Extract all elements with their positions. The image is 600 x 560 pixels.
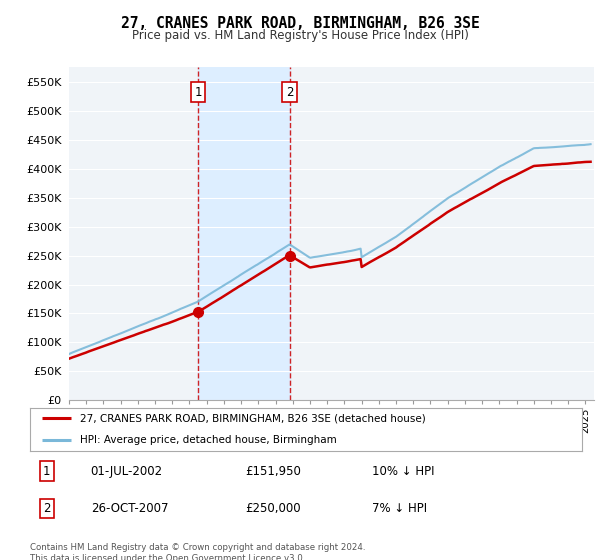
Text: 2: 2 [286, 86, 293, 99]
Text: £151,950: £151,950 [245, 465, 301, 478]
Text: 1: 1 [194, 86, 202, 99]
Text: 2: 2 [43, 502, 50, 515]
Text: 10% ↓ HPI: 10% ↓ HPI [372, 465, 435, 478]
Text: HPI: Average price, detached house, Birmingham: HPI: Average price, detached house, Birm… [80, 435, 337, 445]
Text: 7% ↓ HPI: 7% ↓ HPI [372, 502, 427, 515]
Text: Price paid vs. HM Land Registry's House Price Index (HPI): Price paid vs. HM Land Registry's House … [131, 29, 469, 42]
Text: Contains HM Land Registry data © Crown copyright and database right 2024.
This d: Contains HM Land Registry data © Crown c… [30, 543, 365, 560]
Text: 1: 1 [43, 465, 50, 478]
Text: 01-JUL-2002: 01-JUL-2002 [91, 465, 163, 478]
Text: 26-OCT-2007: 26-OCT-2007 [91, 502, 168, 515]
Bar [198, 67, 290, 400]
Text: £250,000: £250,000 [245, 502, 301, 515]
Text: 27, CRANES PARK ROAD, BIRMINGHAM, B26 3SE (detached house): 27, CRANES PARK ROAD, BIRMINGHAM, B26 3S… [80, 413, 425, 423]
Text: 27, CRANES PARK ROAD, BIRMINGHAM, B26 3SE: 27, CRANES PARK ROAD, BIRMINGHAM, B26 3S… [121, 16, 479, 31]
